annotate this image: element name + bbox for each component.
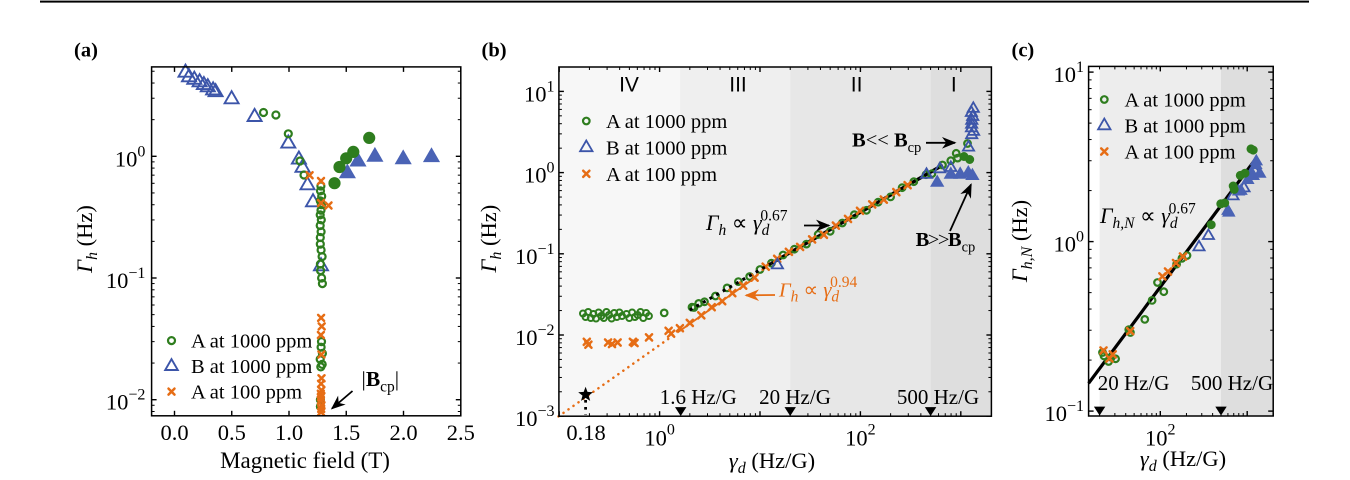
svg-text:Magnetic field (T): Magnetic field (T) [220, 448, 390, 473]
svg-text:2.0: 2.0 [389, 420, 417, 445]
svg-text:10−2: 10−2 [106, 387, 146, 415]
svg-text:1.6 Hz/G: 1.6 Hz/G [660, 385, 737, 409]
svg-text:101: 101 [524, 78, 555, 106]
svg-text:A at 100 ppm: A at 100 ppm [1125, 142, 1236, 164]
svg-text:III: III [729, 74, 747, 97]
svg-text:Γh,N ∝ γd0.67: Γh,N ∝ γd0.67 [1099, 201, 1196, 233]
svg-text:100: 100 [1054, 229, 1085, 257]
svg-text:B at 1000 ppm: B at 1000 ppm [1125, 116, 1246, 138]
svg-text:0.5: 0.5 [218, 420, 246, 445]
svg-text:(c): (c) [1012, 40, 1035, 62]
svg-text:(b): (b) [482, 40, 507, 62]
svg-text:10−1: 10−1 [515, 241, 555, 269]
svg-text:1.0: 1.0 [275, 420, 303, 445]
svg-text:II: II [851, 74, 863, 97]
svg-text:B at 1000 ppm: B at 1000 ppm [191, 356, 312, 378]
svg-text:1.5: 1.5 [332, 420, 360, 445]
svg-text:20 Hz/G: 20 Hz/G [1098, 371, 1170, 395]
svg-text:10−3: 10−3 [515, 403, 555, 431]
svg-text:A at 1000 ppm: A at 1000 ppm [1125, 90, 1246, 112]
svg-text:B at 1000 ppm: B at 1000 ppm [606, 137, 727, 159]
svg-text:10−2: 10−2 [515, 322, 555, 350]
svg-text:2.5: 2.5 [447, 420, 475, 445]
svg-text:|Bcp|: |Bcp| [362, 367, 400, 396]
svg-text:A at 100 ppm: A at 100 ppm [191, 382, 302, 404]
svg-text:γd (Hz/G): γd (Hz/G) [1140, 446, 1226, 475]
svg-text:20 Hz/G: 20 Hz/G [759, 385, 831, 409]
svg-text:100: 100 [524, 160, 555, 188]
svg-text:I: I [951, 74, 957, 97]
svg-text:500 Hz/G: 500 Hz/G [897, 385, 979, 409]
svg-text:Γh,N (Hz): Γh,N (Hz) [1007, 200, 1036, 283]
svg-text:0.0: 0.0 [160, 420, 188, 445]
svg-text:Γh ∝ γd0.94: Γh ∝ γd0.94 [778, 274, 858, 306]
svg-text:(a): (a) [74, 40, 98, 62]
svg-text:IV: IV [619, 74, 639, 97]
svg-text:10−1: 10−1 [106, 265, 146, 293]
svg-text:Γh ∝ γd0.67: Γh ∝ γd0.67 [705, 208, 788, 240]
svg-text:Γh (Hz): Γh (Hz) [72, 205, 101, 274]
svg-text:B>>Bcp: B>>Bcp [916, 229, 976, 256]
svg-text:A at 1000 ppm: A at 1000 ppm [191, 331, 312, 353]
svg-text:A at 1000 ppm: A at 1000 ppm [606, 111, 727, 133]
svg-text:500 Hz/G: 500 Hz/G [1191, 371, 1273, 395]
svg-text:102: 102 [1145, 422, 1176, 451]
svg-text:102: 102 [845, 422, 876, 451]
svg-text:γd (Hz/G): γd (Hz/G) [729, 448, 815, 477]
svg-text:100: 100 [115, 143, 146, 171]
svg-text:101: 101 [1054, 59, 1085, 87]
svg-text:10−1: 10−1 [1044, 398, 1084, 426]
svg-text:A at 100 ppm: A at 100 ppm [606, 164, 717, 186]
svg-text:100: 100 [644, 422, 675, 451]
svg-text:0.18: 0.18 [566, 420, 605, 445]
svg-text:Γh (Hz): Γh (Hz) [476, 205, 505, 274]
